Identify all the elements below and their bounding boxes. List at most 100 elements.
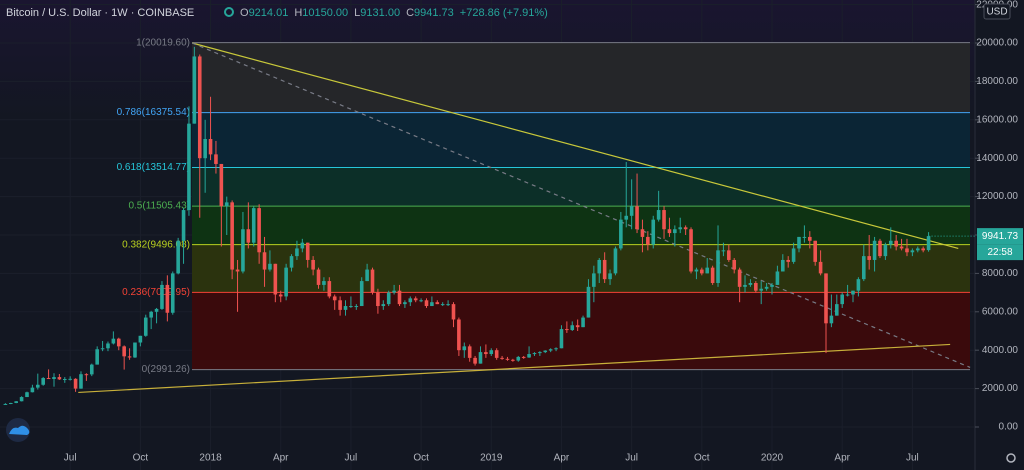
candle-body (68, 378, 72, 380)
candle-body (878, 240, 882, 257)
candle-body (192, 56, 197, 124)
candle-body (721, 250, 726, 252)
candle-body (30, 387, 35, 393)
candle-body (149, 311, 153, 318)
candle-body (700, 269, 704, 274)
candle-body (208, 139, 213, 155)
candle-body (327, 281, 332, 297)
candle-body (786, 259, 791, 262)
settings-icon[interactable] (1006, 453, 1016, 463)
candle-body (689, 229, 693, 272)
candle-body (305, 242, 310, 260)
ohlc-value: 10150.00 (302, 7, 348, 19)
candle-body (759, 288, 764, 291)
candle-body (122, 346, 126, 357)
x-tick-label: Apr (834, 453, 850, 464)
candle-body (705, 267, 710, 274)
candle-body (19, 397, 24, 402)
fib-label: 0.786(16375.54) (117, 107, 190, 118)
candle-body (349, 306, 353, 308)
candle-body (554, 348, 558, 350)
candle-body (802, 236, 807, 238)
fib-label: 0(2991.26) (142, 364, 190, 375)
candle-body (154, 308, 159, 312)
candle-body (597, 259, 602, 274)
candle-body (516, 356, 521, 361)
candle-body (138, 335, 143, 343)
candle-body (403, 302, 407, 305)
candle-body (170, 273, 175, 313)
candle-body (446, 304, 450, 306)
candle-body (888, 240, 893, 245)
candle-body (694, 269, 699, 272)
candle-body (710, 267, 715, 283)
candle-body (813, 240, 817, 262)
candle-body (635, 206, 639, 230)
candle-body (160, 284, 164, 309)
candle-body (165, 284, 170, 313)
candle-body (262, 252, 267, 270)
candle-body (430, 302, 434, 307)
candle-body (748, 282, 753, 285)
candle-body (921, 248, 925, 251)
candle-body (845, 294, 850, 296)
candle-body (14, 401, 18, 403)
trendline (192, 42, 959, 250)
candle-body (478, 352, 483, 364)
currency[interactable]: USD (986, 7, 1007, 18)
candle-body (381, 304, 386, 307)
countdown: 22:58 (987, 247, 1012, 258)
candle-body (915, 248, 920, 251)
fib-band (192, 244, 970, 293)
candle-body (743, 284, 747, 287)
candle-body (235, 269, 240, 272)
candle-body (251, 208, 256, 243)
candle-body (62, 378, 67, 380)
candle-body (413, 298, 418, 301)
candle-body (230, 202, 234, 270)
candle-body (116, 338, 121, 347)
candle-body (770, 284, 774, 287)
candle-body (727, 250, 731, 260)
candle-body (905, 248, 909, 253)
candle-body (829, 315, 834, 324)
candle-body (203, 139, 207, 159)
candle-body (619, 219, 623, 249)
currency-box[interactable] (983, 3, 1011, 20)
candle-body (424, 300, 429, 307)
fib-label: 0.5(11505.43) (128, 201, 190, 212)
candle-body (791, 248, 796, 262)
candle-body (451, 304, 456, 320)
candle-body (910, 250, 915, 253)
candle-body (127, 356, 132, 358)
y-tick-label: 2000.00 (982, 383, 1019, 394)
candle-body (851, 290, 855, 295)
fib-label: 0.618(13514.77) (117, 162, 190, 173)
candle-body (289, 256, 294, 268)
candle-body (214, 154, 218, 164)
countdown-tag (977, 244, 1023, 261)
ohlc-key: H (294, 7, 302, 19)
candle-body (856, 279, 861, 291)
candle-body (484, 352, 488, 355)
candle-body (3, 403, 8, 405)
candle-body (473, 357, 477, 364)
candle-body (41, 378, 45, 385)
candle-body (332, 296, 337, 301)
candle-body (926, 236, 931, 251)
candle-body (467, 346, 472, 358)
candle-body (543, 350, 548, 353)
candle-body (295, 248, 299, 257)
candle-body (386, 292, 391, 305)
candle-body (408, 298, 413, 303)
candle-body (392, 290, 396, 293)
x-tick-label: Jul (345, 453, 358, 464)
candle-body (565, 329, 569, 331)
fib-band (192, 112, 970, 168)
candle-body (754, 282, 758, 291)
candle-body (559, 329, 564, 349)
ohlc-value: 9214.01 (249, 7, 289, 19)
candle-body (224, 202, 229, 207)
candle-body (494, 350, 499, 358)
candle-body (662, 210, 666, 230)
